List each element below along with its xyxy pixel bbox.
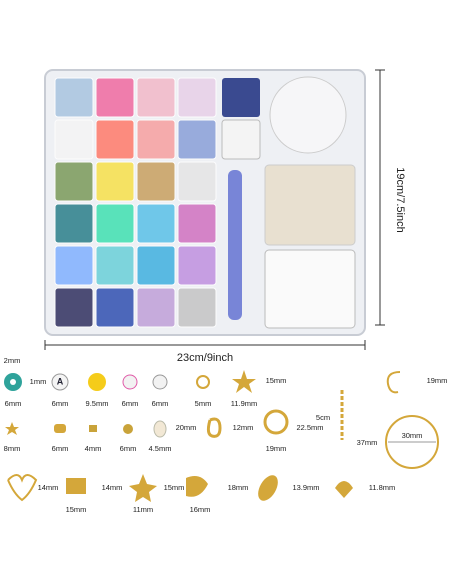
size-label: 12mm bbox=[233, 423, 254, 432]
lobster-clasp bbox=[206, 417, 222, 438]
compartment bbox=[177, 203, 217, 244]
leaf-charm bbox=[258, 475, 278, 501]
smiley-bead bbox=[122, 374, 138, 390]
spacer-bead bbox=[123, 424, 133, 434]
compartment bbox=[136, 119, 176, 160]
compartment bbox=[221, 119, 261, 160]
heart-bead bbox=[152, 374, 168, 390]
heart-charm bbox=[7, 474, 38, 502]
size-label: 30mm bbox=[402, 431, 423, 440]
compartment bbox=[54, 119, 94, 160]
size-label: 4mm bbox=[85, 444, 102, 453]
bead-letter: A bbox=[57, 376, 64, 386]
hoop bbox=[385, 415, 439, 469]
size-label: 18mm bbox=[228, 483, 249, 492]
compartment bbox=[177, 119, 217, 160]
compartment bbox=[136, 161, 176, 202]
bead-box bbox=[44, 69, 366, 336]
size-label: 22.5mm bbox=[296, 423, 323, 432]
cowrie-shell bbox=[153, 420, 167, 438]
size-label: 37mm bbox=[357, 438, 378, 447]
size-label: 19mm bbox=[427, 376, 448, 385]
compartment bbox=[177, 77, 217, 118]
compartment bbox=[54, 203, 94, 244]
size-label: 6mm bbox=[52, 444, 69, 453]
compartment bbox=[136, 245, 176, 286]
size-label: 15mm bbox=[266, 376, 287, 385]
starfish-charm bbox=[129, 474, 157, 502]
size-label: 6mm bbox=[5, 399, 22, 408]
size-label: 11mm bbox=[133, 505, 153, 514]
size-label: 5cm bbox=[316, 413, 330, 422]
size-label: 8mm bbox=[4, 444, 21, 453]
compartment bbox=[95, 203, 135, 244]
size-label: 4.5mm bbox=[149, 444, 172, 453]
size-label: 9.5mm bbox=[86, 399, 109, 408]
tweezers bbox=[228, 170, 242, 320]
size-label: 11.9mm bbox=[231, 399, 258, 408]
size-label: 5mm bbox=[195, 399, 212, 408]
star-bead bbox=[5, 422, 19, 435]
compartment bbox=[269, 76, 347, 154]
dolphin-charm bbox=[186, 476, 208, 497]
spacer-bead bbox=[54, 424, 66, 433]
size-label: 13.9mm bbox=[292, 483, 319, 492]
spacer-bead bbox=[89, 425, 97, 432]
compartment bbox=[54, 245, 94, 286]
compartment bbox=[264, 249, 356, 329]
compartment bbox=[222, 78, 260, 117]
compartment bbox=[54, 287, 94, 328]
compartment bbox=[95, 119, 135, 160]
bead-hole bbox=[10, 379, 16, 385]
wheel-charm bbox=[263, 409, 289, 435]
compartment bbox=[177, 287, 217, 328]
ear-hook bbox=[386, 371, 401, 394]
letter-bead bbox=[51, 373, 69, 391]
smiley-bead bbox=[88, 373, 106, 391]
size-label: 14mm bbox=[102, 483, 123, 492]
compartment bbox=[136, 203, 176, 244]
compartment bbox=[95, 245, 135, 286]
size-label: 20mm bbox=[176, 423, 197, 432]
size-label: 15mm bbox=[164, 483, 185, 492]
compartment bbox=[177, 161, 217, 202]
size-label: 15mm bbox=[66, 505, 87, 514]
size-label: 19mm bbox=[266, 444, 287, 453]
compartment bbox=[54, 77, 94, 118]
accessories: A bbox=[4, 370, 439, 502]
horse-charm bbox=[66, 478, 86, 494]
compartment bbox=[177, 245, 217, 286]
compartment bbox=[136, 77, 176, 118]
size-label: 16mm bbox=[190, 505, 211, 514]
compartment bbox=[95, 77, 135, 118]
size-label: 6mm bbox=[120, 444, 137, 453]
compartment bbox=[54, 161, 94, 202]
compartment bbox=[95, 161, 135, 202]
compartment bbox=[264, 164, 356, 246]
star-charm bbox=[232, 370, 256, 393]
shell-charm bbox=[335, 481, 353, 498]
compartment bbox=[136, 287, 176, 328]
size-label: 14mm bbox=[38, 483, 59, 492]
size-label: 1mm bbox=[30, 377, 47, 386]
width-label: 23cm/9inch bbox=[177, 352, 233, 364]
size-label: 11.8mm bbox=[369, 483, 396, 492]
size-label: 2mm bbox=[4, 356, 21, 365]
size-label: 6mm bbox=[152, 399, 169, 408]
size-label: 6mm bbox=[52, 399, 69, 408]
jump-ring bbox=[196, 375, 210, 389]
size-label: 6mm bbox=[122, 399, 139, 408]
compartment bbox=[95, 287, 135, 328]
height-label: 19cm/7.5inch bbox=[394, 167, 406, 232]
